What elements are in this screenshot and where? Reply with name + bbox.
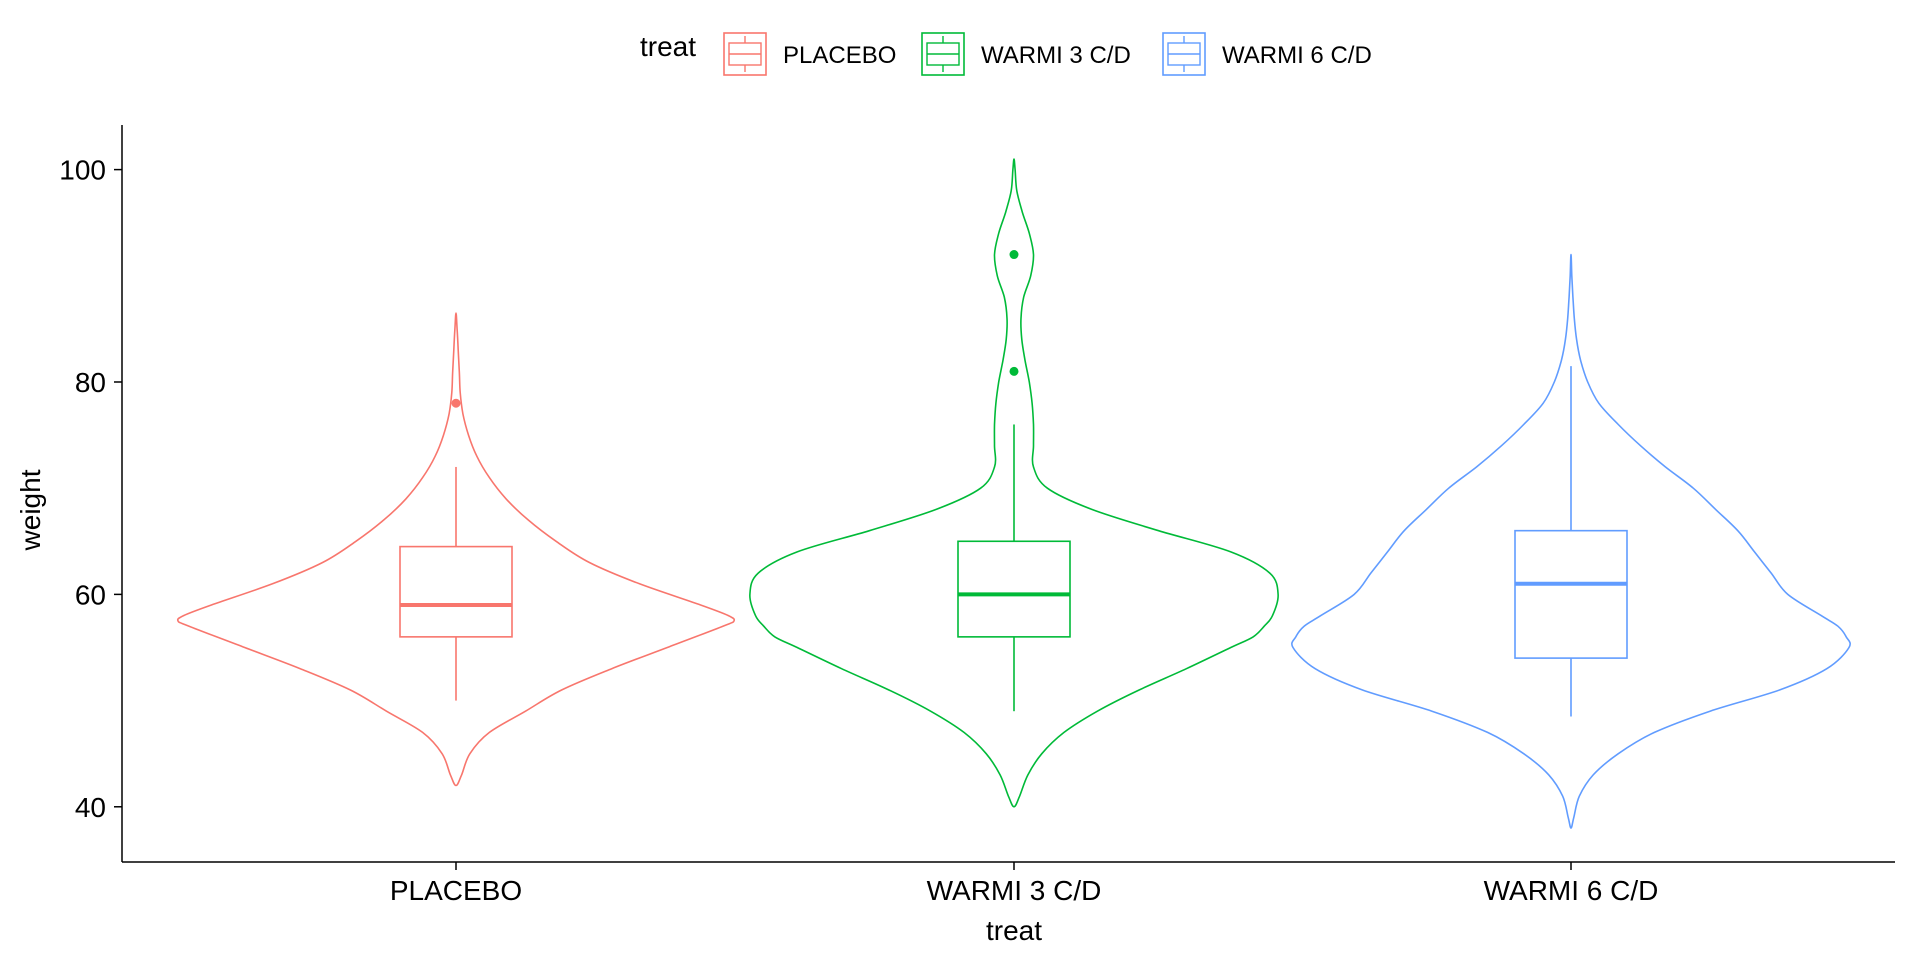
series-placebo bbox=[176, 312, 736, 787]
outlier-point-warmi-3-c-d-0 bbox=[1009, 366, 1019, 376]
x-tick-label-warmi-3-c-d: WARMI 3 C/D bbox=[927, 875, 1102, 906]
legend-item-warmi-3-c-d: WARMI 3 C/D bbox=[921, 32, 1131, 76]
x-tick-label-warmi-6-c-d: WARMI 6 C/D bbox=[1484, 875, 1659, 906]
legend-label-warmi-3-c-d: WARMI 3 C/D bbox=[981, 42, 1131, 69]
violin-warmi-3-c-d bbox=[749, 158, 1279, 808]
outlier-point-placebo-0 bbox=[451, 398, 461, 408]
y-tick-label: 60 bbox=[75, 579, 106, 610]
legend: treat PLACEBO WARMI 3 C/D WARMI 6 C/D bbox=[640, 31, 1372, 76]
x-tick-label-placebo: PLACEBO bbox=[390, 875, 522, 906]
legend-label-placebo: PLACEBO bbox=[783, 42, 896, 69]
box-warmi-6-c-d bbox=[1514, 529, 1628, 659]
legend-item-warmi-6-c-d: WARMI 6 C/D bbox=[1162, 32, 1372, 76]
legend-title: treat bbox=[640, 31, 696, 62]
y-tick-label: 40 bbox=[75, 792, 106, 823]
box-placebo bbox=[399, 545, 513, 638]
box-warmi-3-c-d bbox=[957, 540, 1071, 638]
legend-item-placebo: PLACEBO bbox=[723, 32, 896, 76]
y-tick-label: 100 bbox=[59, 155, 106, 186]
series-warmi-6-c-d bbox=[1291, 253, 1851, 829]
series-warmi-3-c-d bbox=[749, 158, 1279, 808]
violin-placebo bbox=[176, 312, 736, 787]
y-axis-title: weight bbox=[15, 469, 46, 551]
legend-label-warmi-6-c-d: WARMI 6 C/D bbox=[1222, 42, 1372, 69]
violin-warmi-6-c-d bbox=[1291, 253, 1851, 829]
outlier-point-warmi-3-c-d-1 bbox=[1009, 250, 1019, 260]
y-tick-label: 80 bbox=[75, 367, 106, 398]
x-axis-title: treat bbox=[986, 915, 1042, 946]
